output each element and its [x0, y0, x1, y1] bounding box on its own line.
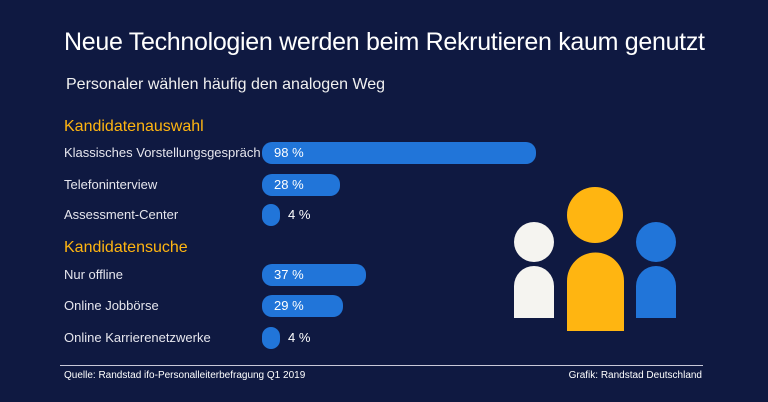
bar: [262, 327, 280, 349]
bar: [262, 174, 341, 196]
value-label: 4 %: [288, 330, 311, 345]
value-label: 98 %: [274, 145, 304, 160]
value-label: 4 %: [288, 207, 311, 222]
chart-title: Neue Technologien werden beim Rekrutiere…: [64, 28, 705, 56]
category-label: Nur offline: [64, 267, 124, 282]
value-label: 28 %: [274, 177, 304, 192]
person-left-head: [514, 222, 554, 262]
chart-subtitle: Personaler wählen häufig den analogen We…: [66, 76, 386, 93]
person-center-head: [567, 187, 623, 243]
bar: [262, 264, 366, 286]
source-note: Quelle: Randstad ifo-Personalleiterbefra…: [64, 370, 306, 381]
category-label: Online Jobbörse: [64, 298, 159, 313]
section-heading: Kandidatenauswahl: [64, 118, 204, 135]
person-center-body: [567, 252, 624, 331]
person-right-head: [636, 222, 676, 262]
bar: [262, 142, 537, 164]
category-label: Telefoninterview: [64, 177, 158, 192]
person-left-body: [514, 266, 554, 318]
category-label: Assessment-Center: [64, 207, 179, 222]
credit-note: Grafik: Randstad Deutschland: [568, 370, 702, 381]
bar: [262, 295, 344, 317]
value-label: 29 %: [274, 298, 304, 313]
category-label: Online Karrierenetzwerke: [64, 330, 211, 345]
category-label: Klassisches Vorstellungsgespräch: [64, 145, 261, 160]
person-right-body: [636, 266, 676, 318]
bar: [262, 204, 280, 226]
value-label: 37 %: [274, 267, 304, 282]
footer-divider: [60, 365, 703, 366]
section-heading: Kandidatensuche: [64, 239, 188, 256]
